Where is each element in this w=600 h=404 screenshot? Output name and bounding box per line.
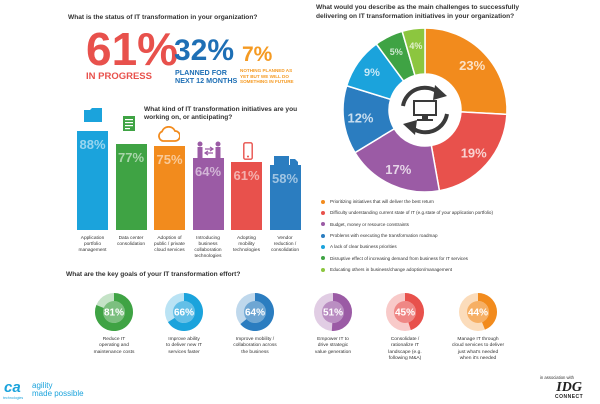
donut-slice	[353, 127, 441, 193]
bar-3: 64%	[192, 158, 224, 230]
stat-in-progress-value: 61%	[86, 23, 179, 75]
goal-ring-fill	[331, 292, 353, 331]
goal-ring-center	[394, 301, 416, 323]
ca-logo-mark: ca	[4, 379, 21, 396]
goal-ring-fill	[405, 293, 424, 331]
bar-2: 75%	[154, 145, 185, 230]
bar-5: 58%	[269, 164, 301, 230]
goal-ring: 44%	[459, 293, 497, 331]
idg-logo-sub: CONNECT	[555, 394, 584, 400]
status-question: What is the status of IT transformation …	[68, 14, 258, 21]
goal-value-label: 66%	[174, 308, 194, 319]
ca-logo-subtext: technologies	[3, 396, 24, 400]
goal-ring: 51%	[314, 292, 353, 331]
goal-value-label: 64%	[245, 308, 265, 319]
tagline-line-1: agility	[32, 381, 53, 390]
stat-nothing-planned-value: 7%	[242, 43, 273, 66]
bar-4: 61%	[231, 161, 262, 230]
goal-ring-center	[467, 301, 489, 323]
goal-ring-fill	[167, 293, 203, 331]
goal-ring: 81%	[95, 293, 133, 332]
bar-value-label: 58%	[271, 170, 299, 186]
goal-value-label: 44%	[468, 308, 488, 319]
stat-planned-label-line: NEXT 12 MONTHS	[175, 75, 238, 85]
tagline-line-2: made possible	[32, 389, 84, 399]
donut-slice	[430, 111, 508, 192]
donut-value-label: 19%	[461, 146, 487, 161]
bar-value-label: 64%	[194, 164, 222, 180]
people-exchange-icon	[197, 141, 221, 158]
donut-value-label: 12%	[347, 111, 373, 126]
initiatives-question-line: working on, or anticipating?	[144, 114, 233, 122]
donut-value-label: 4%	[409, 41, 422, 51]
stat-nothing-planned-label-line: YET BUT WE WILL DO	[240, 73, 289, 79]
challenges-question: What would you describe as the main chal…	[316, 4, 519, 21]
stat-nothing-planned-label: NOTHING PLANNED AS YET BUT WE WILL DO SO…	[240, 68, 294, 85]
bar-value-label: 75%	[156, 151, 183, 167]
initiatives-question: What kind of IT transformation initiativ…	[144, 106, 297, 122]
goal-ring: 66%	[165, 293, 203, 331]
goal-value-label: 81%	[104, 308, 124, 319]
donut-slice	[401, 27, 426, 77]
computer-monitor-icon	[413, 100, 437, 121]
folder-icon	[84, 108, 102, 122]
stat-in-progress-label: IN PROGRESS	[86, 71, 152, 82]
stat-planned-label: PLANNED FOR NEXT 12 MONTHS	[175, 69, 237, 84]
association-text: in association with	[540, 375, 574, 380]
goal-ring-center	[244, 301, 266, 323]
donut-slice	[424, 27, 508, 116]
goal-value-label: 45%	[395, 308, 415, 319]
donut-value-label: 17%	[385, 162, 411, 177]
initiatives-question-line: What kind of IT transformation initiativ…	[144, 106, 298, 113]
goal-ring-center	[173, 301, 195, 323]
donut-value-label: 23%	[459, 58, 485, 73]
goal-ring-center	[103, 301, 125, 323]
goal-ring-fill	[240, 293, 274, 331]
initiatives-bar-chart: 88% 77% 75% 64% 61% 58%	[77, 120, 305, 230]
cloud-icon	[158, 126, 180, 142]
goal-ring: 45%	[386, 293, 424, 331]
document-icon	[123, 116, 135, 131]
stat-nothing-planned-label-line: NOTHING PLANNED AS	[240, 68, 293, 73]
goal-ring: 64%	[236, 293, 274, 331]
goals-question: What are the key goals of your IT transf…	[66, 271, 241, 278]
tagline: agility made possible	[32, 381, 84, 399]
goal-ring-fill	[478, 293, 497, 330]
stat-planned-label-line: PLANNED FOR	[175, 68, 227, 77]
bar-value-label: 77%	[117, 149, 145, 165]
refresh-arrows-icon	[401, 85, 449, 135]
challenges-question-line: What would you describe as the main chal…	[316, 4, 519, 11]
donut-value-label: 9%	[364, 67, 380, 79]
idg-logo: IDG CONNECT	[555, 380, 584, 401]
goal-ring-fill	[95, 293, 133, 332]
bar-value-label: 61%	[233, 167, 260, 183]
donut-value-label: 5%	[390, 47, 403, 57]
stat-planned-value: 32%	[174, 34, 235, 67]
bar-0: 88%	[77, 131, 108, 230]
idg-logo-name: IDG	[556, 380, 582, 395]
goal-value-label: 51%	[323, 308, 343, 319]
goal-ring-center	[322, 301, 344, 323]
challenges-question-line: delivering on IT transformation initiati…	[316, 12, 515, 20]
bar-value-label: 88%	[79, 137, 106, 153]
stat-nothing-planned-label-line: SOMETHING IN FUTURE	[240, 79, 294, 85]
ca-logo: ca	[4, 379, 26, 396]
mobile-phone-icon	[243, 142, 253, 160]
bar-1: 77%	[115, 143, 147, 230]
